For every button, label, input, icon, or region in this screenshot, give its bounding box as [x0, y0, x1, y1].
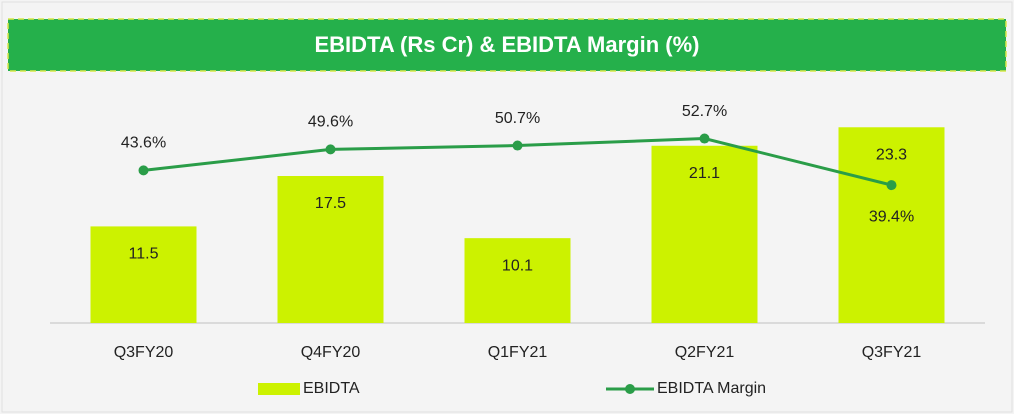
bar	[651, 145, 758, 323]
line-value-label: 43.6%	[121, 135, 166, 152]
line-value-label: 49.6%	[308, 114, 353, 131]
chart-title: EBIDTA (Rs Cr) & EBIDTA Margin (%)	[315, 32, 700, 57]
line-marker	[886, 180, 897, 191]
line-value-label: 39.4%	[869, 208, 914, 225]
line-value-label: 50.7%	[495, 110, 540, 127]
bar-value-label: 17.5	[315, 195, 346, 212]
line-marker	[699, 133, 710, 144]
bar-value-label: 10.1	[502, 257, 533, 274]
title-banner	[7, 18, 1007, 72]
bar	[838, 127, 945, 323]
bar-value-label: 11.5	[129, 246, 159, 263]
bar	[464, 238, 571, 323]
legend-marker	[625, 384, 635, 394]
x-tick-label: Q4FY20	[301, 344, 361, 361]
legend-label: EBIDTA Margin	[657, 380, 766, 397]
line-marker	[512, 140, 523, 151]
x-tick-label: Q3FY20	[114, 344, 174, 361]
x-tick-label: Q3FY21	[862, 344, 922, 361]
legend-swatch	[258, 383, 300, 395]
line-value-label: 52.7%	[682, 103, 727, 120]
line-marker	[325, 144, 336, 155]
line-marker	[138, 165, 149, 176]
x-tick-label: Q1FY21	[488, 344, 548, 361]
x-tick-label: Q2FY21	[675, 344, 735, 361]
bar-value-label: 21.1	[689, 165, 720, 182]
bar	[90, 226, 197, 323]
legend-label: EBIDTA	[303, 380, 360, 397]
bar-value-label: 23.3	[876, 146, 907, 163]
bar	[277, 176, 384, 323]
